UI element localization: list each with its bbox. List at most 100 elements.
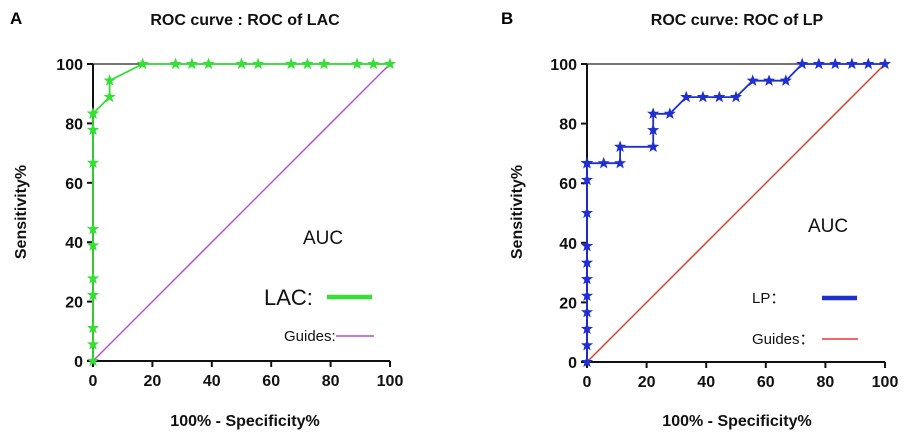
panel-b-ytick-label: 20 — [559, 295, 577, 312]
panel-b-roc-point — [812, 57, 825, 70]
panel-a-legend-lac-label: LAC: — [264, 285, 313, 310]
panel-a-ytick-label: 0 — [74, 354, 83, 371]
panel-b-xlabel: 100% - Specificity% — [662, 413, 811, 430]
panel-b-roc-point — [845, 57, 858, 70]
panel-a-ytick-label: 40 — [65, 235, 83, 252]
panel-a-roc-point — [202, 57, 215, 70]
panel-a-roc-point — [318, 57, 331, 70]
panel-a-roc-point — [383, 57, 397, 70]
panel-a-roc-point — [350, 57, 364, 70]
panel-b-ytick-label: 100 — [550, 57, 577, 74]
panel-b-plot: 0 20 40 60 80 100 0 20 40 60 80 100 — [550, 57, 898, 391]
panel-a-roc-point — [367, 57, 380, 70]
panel-b-roc-point — [862, 57, 875, 70]
panel-a-guide-line — [92, 63, 391, 362]
panel-b-roc-point — [580, 338, 594, 351]
panel-a-letter: A — [10, 9, 22, 28]
panel-b-ylabel: Sensitivity% — [509, 165, 526, 259]
panel-a-roc-point — [136, 57, 149, 70]
panel-b-roc-point — [580, 355, 594, 368]
panel-b-xtick-label: 80 — [817, 374, 835, 391]
panel-b-roc-point — [580, 256, 594, 268]
panel-b-ytick-label: 60 — [559, 176, 577, 193]
panel-a-xlabel: 100% - Specificity% — [170, 413, 319, 430]
panel-a-roc-point — [301, 57, 314, 70]
panel-a-ytick-label: 80 — [65, 116, 83, 133]
panel-a-xtick-label: 60 — [262, 373, 280, 390]
panel-a-roc-point — [86, 107, 100, 119]
panel-a-roc-point — [86, 123, 100, 136]
panel-b-roc-point — [763, 74, 776, 86]
panel-b-roc-point — [878, 57, 892, 70]
panel-a-roc-point — [235, 57, 248, 70]
panel-a-plot: 0 20 40 60 80 100 0 20 40 60 80 100 — [56, 57, 403, 390]
panel-a-roc-point — [252, 57, 265, 70]
panel-b-legend-lp-label: LP： — [752, 290, 785, 307]
panel-b-roc-point — [796, 57, 809, 70]
panel-b-roc-point — [647, 123, 660, 136]
panel-b-guide-line — [586, 63, 886, 363]
panel-a-roc-point — [86, 321, 100, 334]
panel-b-roc-point — [829, 57, 842, 70]
panel-a-auc-label: AUC — [303, 228, 343, 249]
panel-b-roc-point — [580, 206, 594, 219]
panel-b-roc-point — [614, 156, 627, 169]
panel-b-roc-point — [580, 173, 594, 186]
panel-b-roc-point — [597, 156, 610, 169]
panel-a-title: ROC curve : ROC of LAC — [150, 12, 340, 29]
panel-b-title: ROC curve: ROC of LP — [651, 12, 824, 29]
panel-b-ytick-label: 80 — [559, 117, 577, 134]
panel-a-ytick-label: 60 — [65, 176, 83, 193]
panel-b-roc-point — [713, 90, 726, 103]
panel-b-roc-point — [580, 322, 594, 335]
panel-a-roc-point — [86, 156, 100, 169]
panel-b-xtick-label: 20 — [638, 374, 656, 391]
panel-b-auc-label: AUC — [808, 216, 848, 237]
panel-b-ytick-label: 40 — [559, 236, 577, 253]
panel-a-roc-point — [86, 338, 100, 350]
panel-a-xtick-label: 20 — [144, 373, 162, 390]
panel-a: A ROC curve : ROC of LAC 100% - Specific… — [10, 9, 403, 430]
panel-b-xtick-label: 60 — [757, 374, 775, 391]
panel-a-ytick-label: 100 — [56, 57, 83, 74]
panel-b-xtick-label: 40 — [697, 374, 715, 391]
panel-a-xtick-label: 40 — [203, 373, 221, 390]
panel-b-legend-guides-label: Guides： — [752, 331, 815, 348]
panel-a-roc-point — [285, 57, 298, 70]
panel-a-xtick-label: 0 — [89, 373, 98, 390]
panel-b-ytick-label: 0 — [568, 355, 577, 372]
panel-b-roc-point — [746, 74, 759, 86]
panel-a-xtick-label: 100 — [377, 373, 404, 390]
panel-a-roc-point — [86, 354, 100, 367]
panel-b-roc-point — [729, 90, 743, 103]
panel-a-roc-point — [86, 272, 100, 284]
panel-b-roc-point — [663, 107, 676, 119]
panel-b-xtick-label: 0 — [583, 374, 592, 391]
panel-a-legend-guides-label: Guides: — [284, 328, 336, 345]
panel-b: B ROC curve: ROC of LP 100% - Specificit… — [501, 9, 898, 430]
panel-b-roc-point — [779, 74, 792, 86]
panel-a-roc-point — [86, 288, 100, 301]
panel-b-roc-point — [580, 239, 594, 252]
panel-a-roc-point — [169, 57, 182, 70]
panel-b-roc-point — [580, 289, 594, 301]
panel-b-roc-point — [580, 156, 594, 169]
panel-b-roc-point — [580, 272, 594, 285]
panel-a-ylabel: Sensitivity% — [13, 165, 30, 259]
panel-a-roc-point — [185, 57, 198, 70]
panel-a-xtick-label: 80 — [322, 373, 340, 390]
panel-a-roc-point — [103, 90, 116, 103]
panel-b-letter: B — [501, 9, 513, 28]
panel-a-roc-point — [86, 222, 100, 235]
panel-b-roc-point — [680, 90, 693, 103]
panel-a-roc-point — [86, 239, 100, 251]
panel-a-roc-point — [103, 74, 116, 86]
panel-b-roc-point — [647, 107, 660, 119]
panel-a-ytick-label: 20 — [65, 295, 83, 312]
panel-b-roc-point — [647, 140, 660, 152]
panel-b-roc-point — [696, 90, 709, 103]
panel-b-roc-point — [614, 140, 627, 152]
panel-b-roc-point — [580, 305, 594, 318]
panel-b-xtick-label: 100 — [872, 374, 899, 391]
